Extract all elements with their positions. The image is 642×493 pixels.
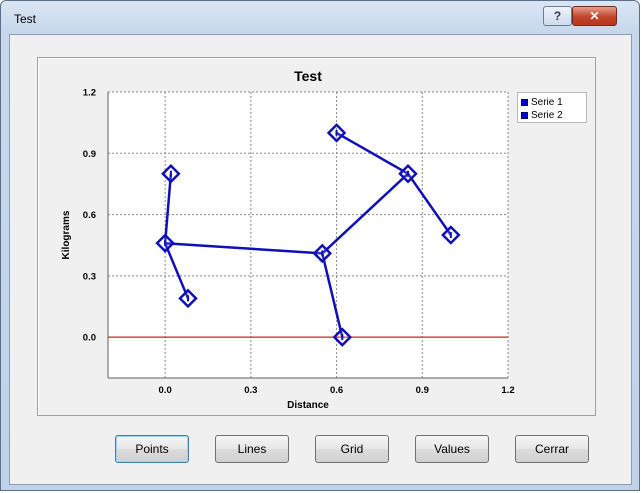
chart: 0.0 0.3 0.6 0.9 1.2 0.0 0.3 0.6 0.9 1.2 Test Distan… xyxy=(61,68,515,411)
y-tick-label: 1.2 xyxy=(83,88,96,99)
y-tick-label: 0.0 xyxy=(83,333,96,344)
x-tick-label: 0.3 xyxy=(244,385,257,396)
x-tick-label: 0.0 xyxy=(159,385,172,396)
legend-swatch-serie-2 xyxy=(521,112,528,119)
legend-swatch-serie-1 xyxy=(521,99,528,106)
help-button[interactable]: ? xyxy=(543,6,572,26)
y-tick-label: 0.9 xyxy=(83,149,96,160)
dialog-client-area: 0.0 0.3 0.6 0.9 1.2 0.0 0.3 0.6 0.9 1.2 Test Distan… xyxy=(9,34,632,485)
legend-label-serie-1: Serie 1 xyxy=(531,97,563,108)
legend-label-serie-2: Serie 2 xyxy=(531,110,563,121)
close-icon: ✕ xyxy=(589,9,600,23)
y-axis-label: Kilograms xyxy=(61,210,72,259)
window-title: Test xyxy=(14,12,37,26)
y-tick-label: 0.6 xyxy=(83,210,96,221)
legend-item-serie-1: Serie 1 xyxy=(521,96,563,109)
x-axis-label: Distance xyxy=(287,400,329,411)
x-tick-label: 0.9 xyxy=(416,385,429,396)
x-tick-label: 1.2 xyxy=(501,385,514,396)
points-button[interactable]: Points xyxy=(115,435,189,463)
cerrar-button[interactable]: Cerrar xyxy=(515,435,589,463)
y-tick-label: 0.3 xyxy=(83,271,96,282)
lines-button[interactable]: Lines xyxy=(215,435,289,463)
legend-item-serie-2: Serie 2 xyxy=(521,109,563,122)
close-window-button[interactable]: ✕ xyxy=(572,6,617,26)
chart-legend: Serie 1 Serie 2 xyxy=(517,92,587,123)
grid-button[interactable]: Grid xyxy=(315,435,389,463)
chart-title: Test xyxy=(294,68,322,84)
chart-panel: 0.0 0.3 0.6 0.9 1.2 0.0 0.3 0.6 0.9 1.2 Test Distan… xyxy=(37,57,596,416)
x-tick-label: 0.6 xyxy=(330,385,343,396)
help-icon: ? xyxy=(553,9,562,23)
title-bar[interactable]: Test ? ✕ xyxy=(1,1,639,35)
values-button[interactable]: Values xyxy=(415,435,489,463)
